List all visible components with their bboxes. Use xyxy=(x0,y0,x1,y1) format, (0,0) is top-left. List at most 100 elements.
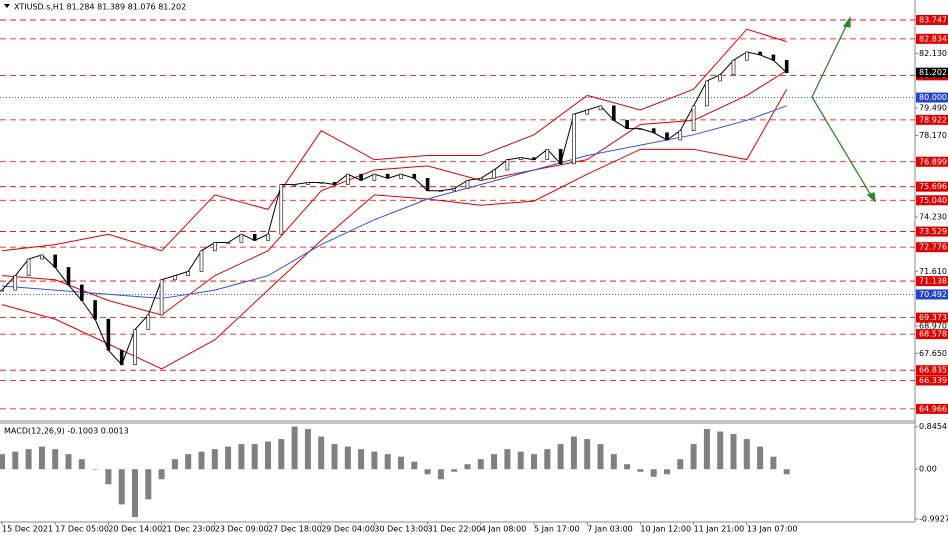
candle xyxy=(40,254,44,260)
level-label: 73.529 xyxy=(919,227,947,236)
chart-title: XTIUSD.s,H1 81.284 81.389 81.076 81.202 xyxy=(14,3,186,12)
candle xyxy=(159,279,164,316)
level-label: 70.492 xyxy=(919,290,947,299)
level-label-box xyxy=(916,312,948,323)
macd-bar xyxy=(145,469,152,500)
level-label-box xyxy=(916,375,948,386)
level-label: 76.899 xyxy=(919,157,947,166)
y-tick-label: 74.230 xyxy=(919,213,947,222)
candle xyxy=(439,190,443,193)
forecast-arrows xyxy=(811,16,876,203)
candle xyxy=(199,250,204,272)
macd-bar xyxy=(597,444,604,470)
candle xyxy=(279,184,284,235)
candle xyxy=(53,254,58,268)
candle xyxy=(93,300,97,320)
candle xyxy=(13,275,18,291)
y-tick-label: 0.00 xyxy=(919,465,937,474)
macd-bar xyxy=(304,429,311,470)
macd-bar xyxy=(171,459,178,470)
level-label: 66.835 xyxy=(919,366,947,375)
macd-bar xyxy=(78,459,85,470)
candle xyxy=(572,113,576,165)
candle xyxy=(239,233,244,243)
candle xyxy=(319,182,324,184)
x-tick-label: 5 Jan 17:00 xyxy=(534,525,580,534)
candle xyxy=(665,132,669,141)
macd-bar xyxy=(0,454,5,470)
candle xyxy=(372,173,377,181)
x-tick-label: 4 Jan 08:00 xyxy=(481,525,527,534)
candle xyxy=(106,318,111,351)
macd-bar xyxy=(717,431,724,470)
macd-bar xyxy=(318,436,325,470)
y-tick-label: -0.9927 xyxy=(919,515,948,524)
x-tick-label: 30 Dec 13:00 xyxy=(374,525,428,534)
macd-bar xyxy=(664,469,670,475)
candle xyxy=(625,120,629,129)
macd-bar xyxy=(278,439,285,470)
candle xyxy=(705,80,709,107)
candle xyxy=(26,258,31,276)
level-label: 69.373 xyxy=(919,313,947,322)
arrow-head xyxy=(842,16,851,28)
macd-bar xyxy=(464,464,471,470)
candle xyxy=(744,51,749,61)
arrow-down xyxy=(811,96,873,198)
x-tick-label: 7 Jan 03:00 xyxy=(587,525,633,534)
candle xyxy=(492,169,496,179)
macd-bar xyxy=(491,454,498,470)
candle xyxy=(678,130,683,141)
macd-bar xyxy=(384,454,391,470)
macd-bar xyxy=(437,469,444,480)
level-label-box xyxy=(916,289,948,300)
indicator-line xyxy=(1,28,787,252)
x-tick-label: 27 Dec 18:00 xyxy=(268,525,322,534)
macd-bar xyxy=(770,456,777,470)
level-label-box xyxy=(916,92,948,103)
candle xyxy=(306,182,310,185)
level-label-box xyxy=(916,33,948,44)
candle xyxy=(399,173,403,179)
y-tick-label: 0.8454 xyxy=(919,422,947,431)
macd-bar xyxy=(105,469,112,485)
level-label-box xyxy=(916,14,948,25)
candle xyxy=(226,242,230,244)
candle xyxy=(345,173,350,185)
level-label: 66.339 xyxy=(919,376,947,385)
level-label: 68.578 xyxy=(919,330,947,339)
y-tick-label: 68.970 xyxy=(919,321,947,330)
level-label-box xyxy=(916,242,948,253)
macd-bar xyxy=(783,469,790,475)
macd-bar xyxy=(198,451,205,470)
candle xyxy=(598,105,603,111)
candle xyxy=(452,188,457,192)
level-label: 83.747 xyxy=(919,15,947,24)
candle xyxy=(119,349,124,366)
macd-bar xyxy=(251,444,258,470)
level-label-box xyxy=(916,276,948,287)
macd-bar xyxy=(451,469,458,472)
candle xyxy=(266,233,270,241)
y-tick-label: 67.650 xyxy=(919,349,947,358)
y-tick-label: 71.610 xyxy=(919,267,947,276)
macd-bar xyxy=(92,469,99,470)
candle xyxy=(505,159,510,171)
level-label-box xyxy=(916,226,948,237)
macd-title: MACD(12,26,9) -0.1003 0.0013 xyxy=(4,427,129,436)
macd-bar xyxy=(225,446,232,470)
candle xyxy=(252,233,257,241)
x-tick-label: 17 Dec 05:00 xyxy=(55,525,109,534)
macd-bar xyxy=(570,436,577,470)
x-tick-label: 15 Dec 2021 xyxy=(2,525,53,534)
macd-bar xyxy=(158,469,165,480)
macd-bar xyxy=(344,446,351,470)
macd-bar xyxy=(557,444,564,470)
candle xyxy=(213,242,217,252)
candle xyxy=(532,157,536,160)
x-tick-label: 20 Dec 14:00 xyxy=(108,525,162,534)
macd-bar xyxy=(398,456,404,470)
level-label: 75.696 xyxy=(919,182,947,191)
